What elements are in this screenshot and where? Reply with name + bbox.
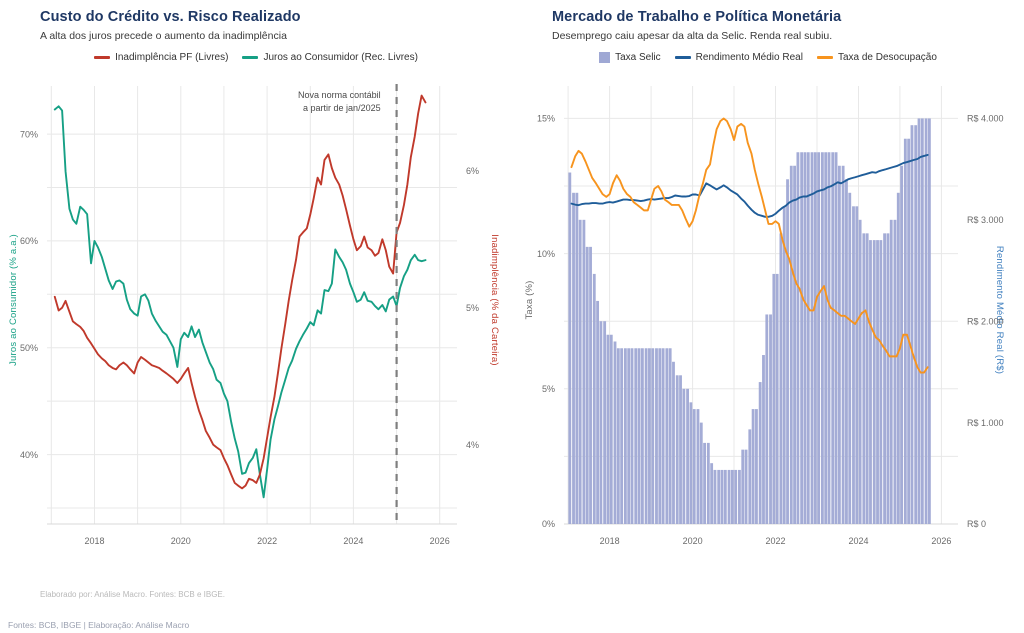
legend-label: Taxa Selic [615, 52, 661, 63]
svg-text:2026: 2026 [430, 536, 450, 546]
left-chart-plot: 40% 50% 60% 70% 4% 5% 6% 2018 2020 2022 2024 2026 No… [0, 70, 512, 580]
legend-item-rendimento[interactable]: Rendimento Médio Real [674, 52, 803, 63]
svg-text:0%: 0% [542, 519, 555, 529]
svg-text:2020: 2020 [171, 536, 191, 546]
right-panel-subtitle: Desemprego caiu apesar da alta da Selic.… [552, 30, 833, 42]
svg-text:R$ 0: R$ 0 [967, 519, 986, 529]
svg-text:R$ 3.000: R$ 3.000 [967, 215, 1004, 225]
svg-text:2018: 2018 [600, 536, 620, 546]
svg-text:6%: 6% [466, 166, 479, 176]
left-panel-title: Custo do Crédito vs. Risco Realizado [40, 9, 301, 25]
svg-text:5%: 5% [466, 303, 479, 313]
svg-text:R$ 4.000: R$ 4.000 [967, 114, 1004, 124]
svg-text:a partir de jan/2025: a partir de jan/2025 [303, 103, 381, 113]
right-panel-legend: Taxa Selic Rendimento Médio Real Taxa de… [512, 52, 1024, 63]
legend-box-icon [599, 52, 611, 63]
legend-item-desocupacao[interactable]: Taxa de Desocupação [816, 52, 937, 63]
svg-text:2018: 2018 [84, 536, 104, 546]
left-panel-legend: Inadimplência PF (Livres) Juros ao Consu… [0, 52, 512, 63]
svg-text:60%: 60% [20, 236, 38, 246]
legend-line-icon [242, 56, 259, 59]
svg-text:10%: 10% [537, 249, 555, 259]
legend-label: Taxa de Desocupação [837, 52, 937, 63]
svg-text:40%: 40% [20, 450, 38, 460]
svg-text:5%: 5% [542, 384, 555, 394]
svg-text:R$ 2.000: R$ 2.000 [967, 316, 1004, 326]
svg-text:4%: 4% [466, 440, 479, 450]
svg-text:70%: 70% [20, 129, 38, 139]
panel-mercado-trabalho: Mercado de Trabalho e Política Monetária… [512, 0, 1024, 600]
legend-item-juros[interactable]: Juros ao Consumidor (Rec. Livres) [242, 52, 418, 63]
panel-custo-credito: Custo do Crédito vs. Risco Realizado A a… [0, 0, 512, 600]
left-chart-y-right-axis-label: Inadimplência (% da Carteira) [489, 234, 500, 366]
left-panel-subtitle: A alta dos juros precede o aumento da in… [40, 30, 287, 42]
svg-text:R$ 1.000: R$ 1.000 [967, 418, 1004, 428]
svg-text:2024: 2024 [343, 536, 363, 546]
legend-line-icon [816, 56, 833, 59]
right-panel-title: Mercado de Trabalho e Política Monetária [552, 9, 842, 25]
legend-label: Inadimplência PF (Livres) [115, 52, 229, 63]
left-chart-credit: Elaborado por: Análise Macro. Fontes: BC… [40, 590, 225, 599]
svg-text:2026: 2026 [931, 536, 951, 546]
legend-item-selic[interactable]: Taxa Selic [599, 52, 661, 63]
svg-text:Nova norma contábil: Nova norma contábil [298, 90, 381, 100]
legend-item-inadimplencia[interactable]: Inadimplência PF (Livres) [94, 52, 228, 63]
svg-text:2022: 2022 [257, 536, 277, 546]
legend-label: Rendimento Médio Real [695, 52, 803, 63]
svg-text:2022: 2022 [765, 536, 785, 546]
page-footer: Fontes: BCB, IBGE | Elaboração: Análise … [8, 620, 190, 630]
right-chart-y-right-axis-label: Rendimento Médio Real (R$) [994, 245, 1005, 375]
legend-label: Juros ao Consumidor (Rec. Livres) [263, 52, 418, 63]
svg-text:15%: 15% [537, 114, 555, 124]
svg-text:2020: 2020 [683, 536, 703, 546]
right-chart-plot: 0% 5% 10% 15% R$ 0 R$ 1.000 R$ 2.000 R$ 3.000 R$… [512, 70, 1024, 580]
svg-text:50%: 50% [20, 343, 38, 353]
dashboard: Custo do Crédito vs. Risco Realizado A a… [0, 0, 1024, 600]
legend-line-icon [674, 56, 691, 59]
legend-line-icon [94, 56, 111, 59]
svg-text:2024: 2024 [848, 536, 868, 546]
